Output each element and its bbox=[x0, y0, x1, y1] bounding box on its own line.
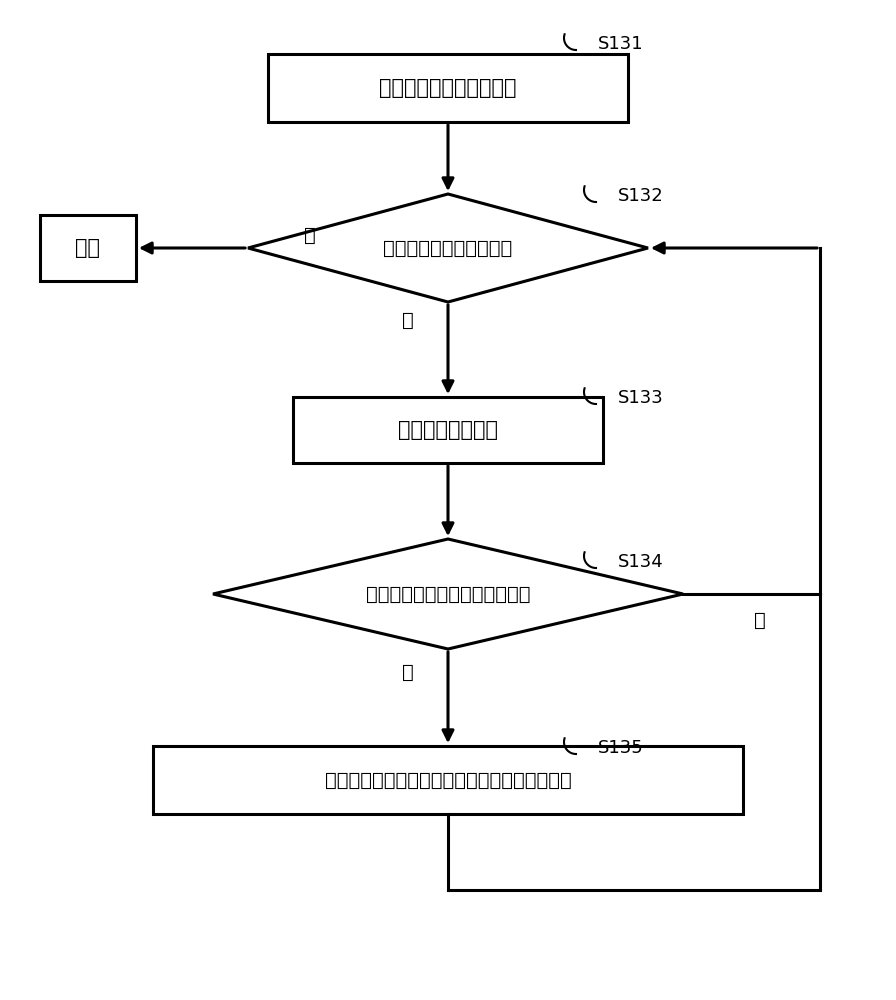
Text: S135: S135 bbox=[598, 739, 643, 757]
Text: 初始化所有模型的参数。: 初始化所有模型的参数。 bbox=[379, 78, 517, 98]
Text: 是: 是 bbox=[304, 226, 316, 244]
Text: S134: S134 bbox=[618, 553, 664, 571]
Bar bbox=[40, 215, 136, 281]
Text: 判断是否到达循环次数。: 判断是否到达循环次数。 bbox=[383, 238, 513, 257]
Polygon shape bbox=[248, 194, 648, 302]
Polygon shape bbox=[213, 539, 683, 649]
Text: S132: S132 bbox=[618, 187, 664, 205]
Text: 判断是否有模型塌缩为点或线。: 判断是否有模型塌缩为点或线。 bbox=[366, 584, 530, 603]
Bar bbox=[153, 746, 743, 814]
Text: 否: 否 bbox=[402, 310, 414, 330]
Text: S133: S133 bbox=[618, 389, 664, 407]
Bar bbox=[293, 397, 603, 463]
Bar bbox=[268, 54, 628, 122]
Text: 退出: 退出 bbox=[75, 238, 100, 258]
Text: 删除该模型，归一化此模型所属点的后验概率。: 删除该模型，归一化此模型所属点的后验概率。 bbox=[324, 770, 572, 790]
Text: 是: 是 bbox=[402, 662, 414, 682]
Text: 期望步与最大化步: 期望步与最大化步 bbox=[398, 420, 498, 440]
Text: 否: 否 bbox=[754, 610, 766, 630]
Text: S131: S131 bbox=[598, 35, 643, 53]
